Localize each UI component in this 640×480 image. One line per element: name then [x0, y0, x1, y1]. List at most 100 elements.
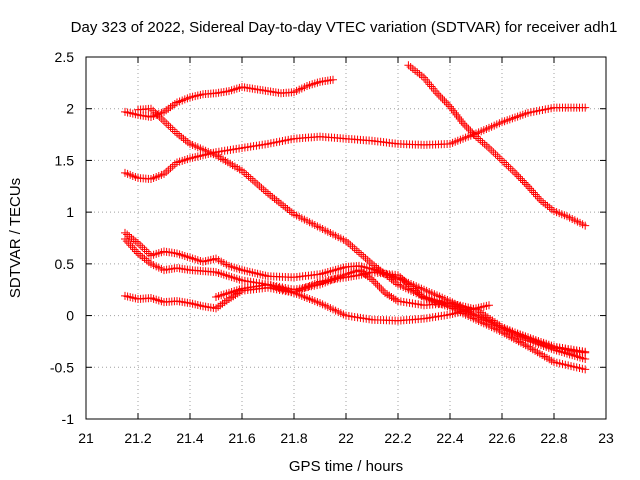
axis-ticks: 21 21.2 21.4 21.6 21.8 22 22.2 22.4 22.6 22.8 23-1…: [50, 49, 614, 446]
x-tick-label: 22.6: [488, 430, 515, 446]
y-axis-label: SDTVAR / TECUs: [7, 178, 24, 298]
data-point: [246, 174, 255, 183]
data-point: [404, 61, 413, 70]
data-point: [214, 302, 223, 311]
data-point: [134, 249, 142, 258]
data-point: [166, 123, 175, 132]
data-point: [425, 80, 434, 89]
data-point: [452, 110, 461, 119]
data-point: [132, 247, 141, 256]
y-tick-label: 1.5: [55, 152, 75, 168]
data-point: [368, 275, 376, 284]
data-point: [389, 277, 398, 286]
data-point: [162, 106, 171, 115]
data-point: [527, 186, 536, 195]
data-point: [268, 192, 277, 201]
data-point: [122, 237, 131, 246]
data-point: [480, 140, 489, 149]
data-point: [409, 284, 418, 293]
data-point: [162, 167, 171, 176]
data-point: [261, 187, 270, 196]
data-point: [511, 168, 519, 177]
data-point: [493, 152, 502, 161]
series-D: [404, 61, 590, 230]
data-point: [352, 246, 361, 255]
data-point: [162, 119, 171, 128]
data-point: [581, 103, 590, 112]
data-point: [166, 164, 175, 173]
data-point: [168, 101, 177, 110]
data-point: [142, 247, 151, 256]
data-point: [434, 91, 443, 100]
data-point: [537, 196, 545, 205]
data-point: [255, 181, 264, 190]
data-point: [581, 348, 590, 357]
data-point: [420, 73, 428, 82]
data-point: [581, 221, 590, 230]
data-point: [361, 254, 370, 263]
data-point: [450, 108, 459, 117]
data-point: [482, 142, 491, 151]
data-point: [457, 117, 466, 126]
data-point: [581, 365, 590, 374]
data-point: [136, 241, 145, 250]
data-point: [344, 238, 353, 247]
data-point: [531, 190, 540, 199]
data-point: [402, 278, 411, 287]
data-point: [181, 136, 190, 145]
data-point: [535, 194, 544, 203]
data-point: [489, 148, 498, 157]
data-point: [279, 201, 288, 210]
data-point: [466, 126, 475, 135]
data-point: [417, 71, 426, 80]
data-point: [442, 98, 451, 107]
data-point: [244, 172, 253, 181]
data-point: [138, 252, 147, 261]
data-point: [285, 206, 294, 215]
data-point: [543, 201, 552, 210]
data-point: [377, 284, 386, 293]
data-point: [495, 154, 504, 163]
data-point: [389, 294, 398, 303]
x-tick-label: 23: [598, 430, 614, 446]
data-point: [522, 180, 531, 189]
data-point: [375, 283, 384, 292]
data-point: [348, 242, 357, 251]
data-point: [406, 63, 415, 72]
y-tick-label: -0.5: [50, 359, 74, 375]
data-point: [142, 256, 151, 265]
data-point: [545, 203, 554, 212]
y-tick-label: 0.5: [55, 256, 75, 272]
x-tick-label: 22: [338, 430, 354, 446]
data-point: [449, 106, 458, 115]
data-point: [459, 119, 467, 128]
data-point: [248, 176, 257, 185]
plot-markers: [121, 61, 590, 374]
data-point: [498, 156, 506, 165]
data-point: [415, 70, 424, 79]
data-point: [220, 298, 229, 307]
data-point: [363, 256, 372, 265]
data-point: [468, 128, 477, 137]
data-point: [130, 245, 139, 254]
data-point: [514, 172, 523, 181]
data-point: [124, 239, 133, 248]
data-point: [502, 160, 511, 169]
data-point: [259, 185, 268, 194]
x-tick-label: 21: [78, 430, 94, 446]
data-point: [128, 243, 137, 252]
x-tick-label: 22.8: [540, 430, 567, 446]
data-point: [500, 158, 509, 167]
data-point: [149, 106, 158, 115]
data-point: [270, 194, 279, 203]
data-point: [177, 132, 186, 141]
data-point: [455, 115, 464, 124]
data-point: [533, 192, 542, 201]
data-point: [138, 243, 147, 252]
data-point: [447, 104, 456, 113]
data-point: [408, 64, 417, 73]
y-tick-label: 2.5: [55, 49, 75, 65]
data-point: [462, 123, 471, 132]
series-H: [212, 280, 493, 325]
